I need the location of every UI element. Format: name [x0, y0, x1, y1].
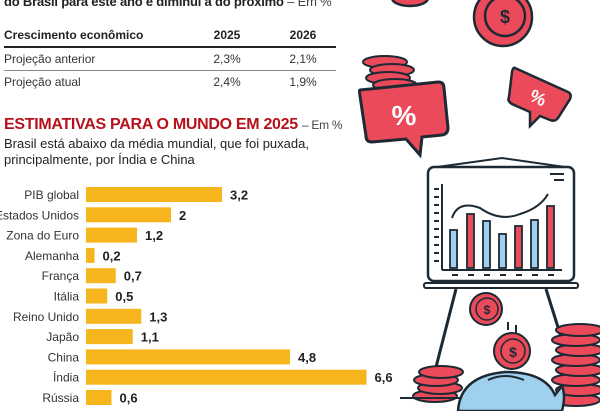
table-header: 2026 [270, 24, 336, 48]
bar [86, 349, 290, 365]
bar [86, 207, 171, 223]
growth-projection-table: Crescimento econômico 2025 2026 Projeção… [4, 24, 336, 93]
bar [86, 369, 367, 385]
section-title-unit: – Em % [302, 118, 343, 132]
category-label: Reino Unido [13, 310, 79, 324]
piggy-bank-icon [456, 370, 566, 411]
presentation-board-icon [423, 156, 579, 376]
bar [86, 288, 108, 304]
bar [86, 329, 133, 345]
bar [86, 308, 142, 324]
top-subtitle-unit: – Em % [287, 0, 332, 9]
finance-illustration: $ % % [358, 0, 600, 411]
percent-bubble-icon: % [358, 55, 450, 159]
value-label: 4,8 [298, 350, 316, 365]
value-label: 6,6 [375, 370, 393, 385]
table-cell: 2,4% [213, 75, 241, 89]
value-label: 0,7 [124, 269, 142, 284]
category-label: Itália [54, 290, 80, 304]
top-subtitle: do Brasil para este ano e diminui a do p… [4, 0, 332, 9]
dollar-coin-icon: $ [472, 0, 534, 48]
table-row: Projeção anterior 2,3% 2,1% [4, 47, 336, 71]
table-cell: 2,3% [184, 47, 270, 71]
value-label: 0,5 [115, 289, 133, 304]
section-description: Brasil está abaixo da média mundial, que… [4, 136, 309, 167]
category-label: Rússia [42, 391, 79, 405]
table-row: Projeção atual 2,4% 1,9% [4, 71, 336, 94]
table-cell: 1,9% [289, 75, 317, 89]
dollar-coin-icon: $ [469, 292, 503, 326]
category-label: Alemanha [25, 249, 79, 263]
category-label: PIB global [24, 188, 79, 202]
table-cell: Projeção atual [4, 75, 81, 89]
dollar-coin-icon: $ [493, 322, 531, 370]
top-subtitle-text: do Brasil para este ano e diminui a do p… [4, 0, 284, 9]
svg-text:$: $ [500, 7, 510, 27]
category-label: Zona do Euro [6, 229, 79, 243]
category-label: Índia [53, 370, 79, 385]
bar [86, 268, 116, 284]
coin-stack-icon [551, 323, 600, 407]
bar [86, 187, 222, 202]
world-growth-bar-chart: PIB global 3,2 Estados Unidos 2 Zona do Euro… [0, 187, 393, 406]
table-cell: Projeção anterior [4, 47, 184, 71]
percent-bubble-small-icon: % [507, 66, 572, 130]
category-label: China [48, 350, 80, 364]
section-title-text: ESTIMATIVAS PARA O MUNDO EM 2025 [4, 116, 298, 133]
svg-text:$: $ [484, 303, 491, 317]
value-label: 3,2 [230, 188, 248, 203]
bar [86, 247, 95, 263]
bar [86, 227, 137, 243]
table-header-row: Crescimento econômico 2025 2026 [4, 24, 336, 48]
section-title: ESTIMATIVAS PARA O MUNDO EM 2025 – Em % [4, 116, 343, 134]
coin-icon [391, 0, 429, 8]
value-label: 2 [179, 208, 186, 223]
category-label: Estados Unidos [0, 208, 79, 222]
category-label: França [42, 269, 80, 283]
category-label: Japão [46, 330, 79, 344]
svg-text:$: $ [509, 344, 517, 360]
table-header: 2025 [184, 24, 270, 48]
svg-text:%: % [392, 100, 417, 131]
table-header: Crescimento econômico [4, 24, 184, 48]
value-label: 1,1 [141, 330, 159, 345]
value-label: 1,2 [145, 228, 163, 243]
coin-stack-icon [412, 365, 464, 403]
bar [86, 390, 112, 405]
svg-text:%: % [527, 86, 550, 111]
value-label: 0,2 [103, 248, 121, 263]
table-cell: 2,1% [270, 47, 336, 71]
value-label: 0,6 [120, 391, 138, 406]
value-label: 1,3 [149, 309, 167, 324]
